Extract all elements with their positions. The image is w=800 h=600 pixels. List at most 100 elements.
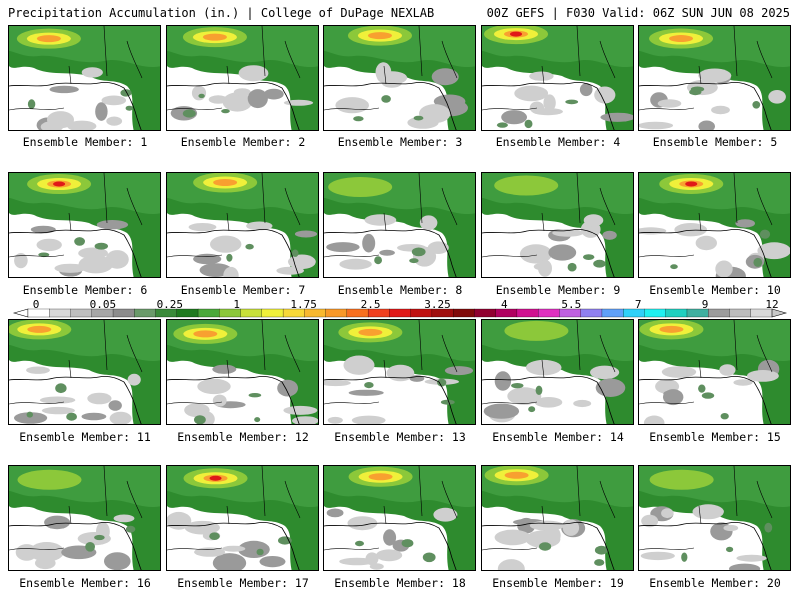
precip-patch-gray: [729, 563, 761, 570]
coastline: [482, 521, 615, 570]
precip-patch-gray: [579, 83, 593, 97]
coastline: [639, 228, 772, 277]
precip-cell-green: [535, 385, 543, 395]
precip-cell-green: [125, 105, 133, 111]
state-borders: [482, 320, 616, 405]
coastline: [324, 228, 457, 277]
precip-patch-gray: [188, 223, 217, 232]
state-borders: [324, 320, 458, 405]
precip-patch-gray: [113, 514, 135, 523]
precip-patch-gray: [534, 397, 563, 408]
precip-patch-gray: [723, 524, 739, 532]
precip-cell-green: [411, 247, 426, 257]
ensemble-member-label: Ensemble Member: 4: [495, 135, 621, 149]
precip-patch-gray: [96, 220, 129, 230]
colorbar-tick-label: 0.05: [89, 298, 117, 311]
precip-cell-green: [413, 115, 424, 121]
precip-cell-green: [374, 256, 382, 265]
precip-cell-green: [120, 89, 132, 97]
precip-patch-gray: [212, 364, 237, 374]
colorbar-segment: [729, 308, 752, 318]
ensemble-member-label: Ensemble Member: 6: [22, 283, 148, 297]
precip-patch-gray: [197, 378, 231, 395]
state-borders: [639, 466, 773, 551]
precip-patch-gray: [49, 85, 79, 94]
ensemble-member-map: [323, 25, 476, 131]
precip-patch-gray: [494, 529, 531, 546]
state-borders: [324, 26, 458, 111]
precip-cell-green: [524, 119, 533, 129]
ensemble-member-map: [166, 319, 319, 425]
precip-cell-green: [221, 109, 230, 114]
precip-patch-gray: [247, 89, 268, 109]
ensemble-member-map: [638, 25, 791, 131]
precip-max-outer: [649, 469, 714, 490]
precip-patch-gray: [757, 242, 790, 260]
precip-cell-green: [670, 264, 678, 270]
precip-cell-green: [759, 229, 771, 239]
precip-patch-gray: [222, 92, 253, 112]
precip-patch-gray: [193, 253, 222, 265]
colorbar-tick-label: 9: [701, 298, 709, 311]
precip-patch-gray: [386, 364, 415, 382]
precip-cell-green: [726, 546, 734, 553]
precip-max-orange: [213, 179, 238, 187]
ensemble-member-label: Ensemble Member: 11: [19, 430, 151, 444]
chart-title: Precipitation Accumulation (in.) | Colle…: [8, 6, 435, 20]
ensemble-member-label: Ensemble Member: 17: [177, 576, 309, 590]
coastline: [324, 521, 457, 570]
coastline: [9, 521, 142, 570]
ensemble-member-label: Ensemble Member: 13: [334, 430, 466, 444]
precip-patch-gray: [283, 99, 314, 106]
colorbar-segment: [580, 308, 603, 318]
state-borders: [482, 466, 616, 551]
precip-max-orange: [659, 325, 684, 333]
precip-cell-green: [690, 86, 705, 92]
precip-max-orange: [27, 325, 52, 333]
precip-cell-green: [764, 522, 773, 533]
precip-patch-gray: [501, 110, 527, 125]
colorbar-right-arrow: [771, 308, 788, 318]
precip-patch-gray: [529, 71, 554, 81]
precip-patch-gray: [283, 405, 318, 415]
precip-max-red: [53, 181, 66, 187]
colorbar-tick-label: 5.5: [561, 298, 582, 311]
ensemble-member-label: Ensemble Member: 18: [334, 576, 466, 590]
colorbar-tick-label: 0.25: [156, 298, 184, 311]
precip-patch-gray: [335, 97, 369, 114]
precip-cell-green: [409, 258, 419, 264]
precip-patch-gray: [47, 111, 74, 129]
ensemble-member-label: Ensemble Member: 5: [652, 135, 778, 149]
precip-cell-green: [245, 243, 254, 250]
precip-patch-gray: [15, 544, 38, 561]
ensemble-member-map: [8, 319, 161, 425]
precip-patch-gray: [735, 219, 755, 228]
precip-cell-green: [701, 392, 715, 399]
ensemble-member-label: Ensemble Member: 14: [492, 430, 624, 444]
ensemble-member-label: Ensemble Member: 9: [495, 283, 621, 297]
precip-max-orange: [504, 471, 529, 479]
coastline: [639, 375, 772, 424]
precip-cell-green: [26, 411, 33, 418]
colorbar-segment: [389, 308, 412, 318]
ensemble-member-map: [481, 319, 634, 425]
colorbar-tick-label: 1.75: [290, 298, 317, 311]
precip-cell-green: [125, 525, 136, 533]
precip-patch-gray: [364, 214, 397, 226]
ensemble-member-map: [8, 172, 161, 278]
ensemble-member-label: Ensemble Member: 2: [180, 135, 306, 149]
precip-patch-gray: [519, 244, 553, 264]
precip-patch-gray: [348, 389, 384, 396]
precip-patch-gray: [562, 519, 580, 536]
precip-cell-green: [182, 109, 196, 118]
coastline: [167, 228, 300, 277]
ensemble-member-map: [323, 319, 476, 425]
precip-cell-green: [353, 116, 364, 122]
state-borders: [167, 173, 301, 258]
state-borders: [167, 320, 301, 405]
coastline: [9, 81, 142, 130]
precip-patch-gray: [246, 221, 273, 231]
colorbar-tick-label: 2.5: [360, 298, 381, 311]
precip-patch-gray: [106, 116, 123, 126]
colorbar-segment: [516, 308, 539, 318]
